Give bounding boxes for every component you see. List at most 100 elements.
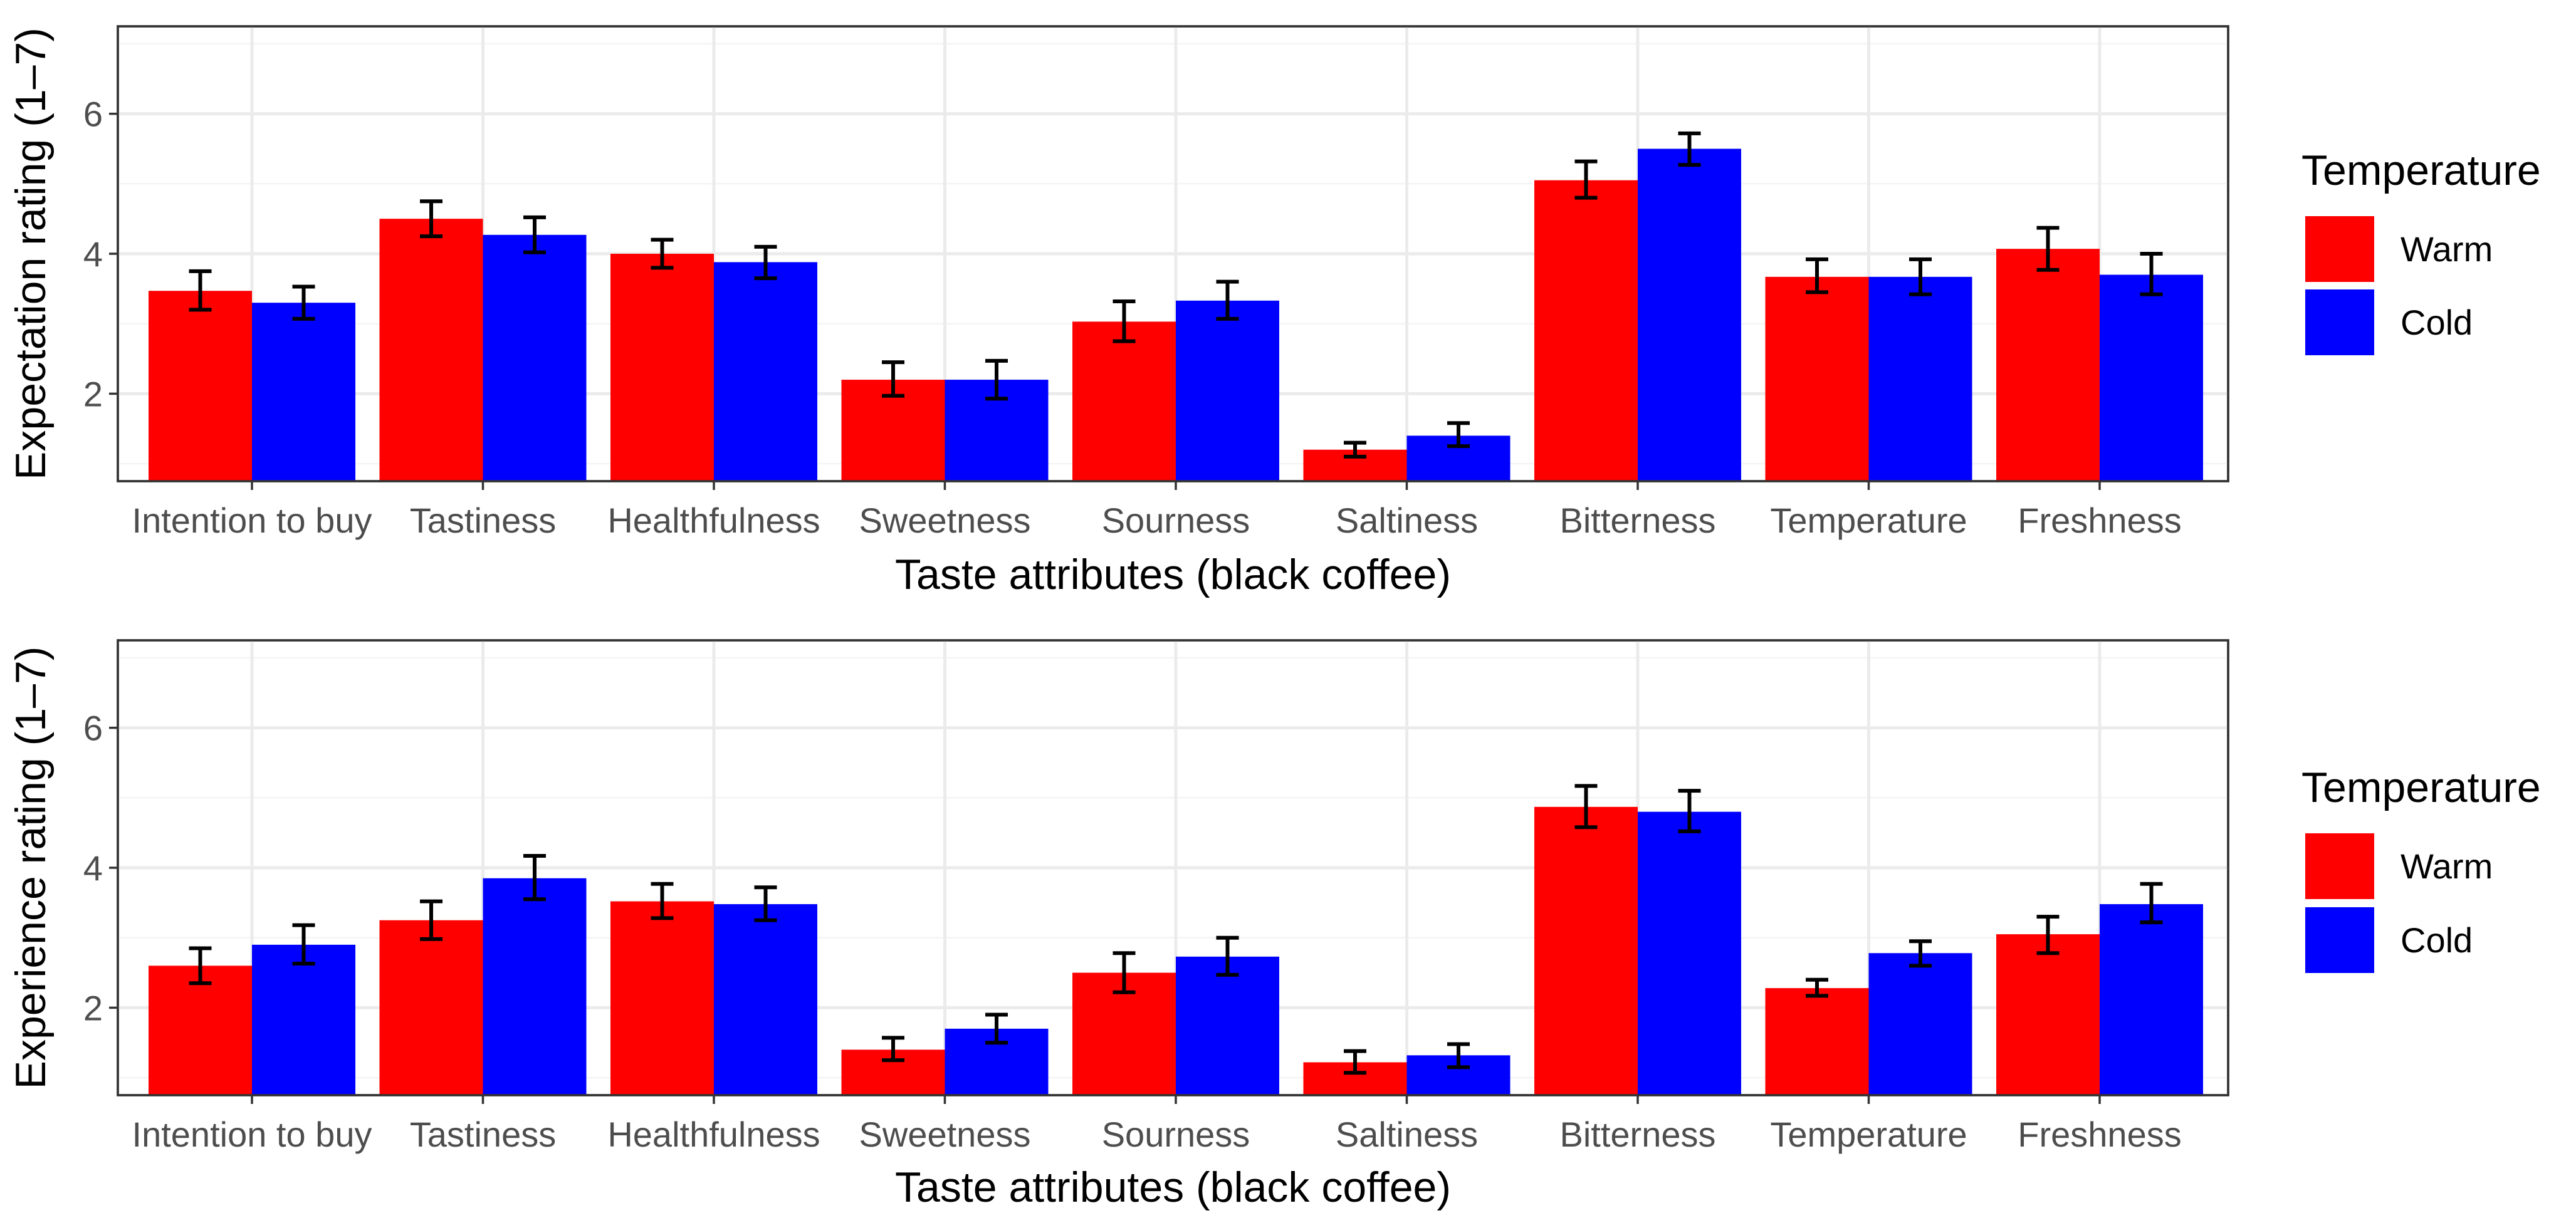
bar-cold — [483, 234, 587, 481]
error-bar-cold — [292, 284, 315, 321]
x-tick-label: Healthfulness — [607, 501, 820, 540]
x-tick-label: Freshness — [2018, 1115, 2181, 1154]
bar-warm — [379, 219, 483, 481]
y-tick-label: 2 — [83, 374, 103, 414]
error-bar-cold — [2140, 882, 2163, 925]
error-bar-warm — [1344, 440, 1366, 459]
bar-cold — [2100, 904, 2203, 1095]
legend: Temperature Warm Cold — [2301, 764, 2541, 973]
y-axis-title: Experience rating (1–7) — [7, 647, 55, 1090]
y-tick-label: 6 — [83, 709, 103, 748]
bar-cold — [714, 904, 817, 1095]
error-bar-cold — [292, 923, 315, 966]
x-tick-label: Intention to buy — [132, 1115, 372, 1154]
error-bar-warm — [2036, 915, 2060, 955]
error-bar-warm — [2036, 226, 2060, 272]
chart-panel-1: 2 4 6 Intention to buy Tastiness Healthfulnes… — [7, 25, 2541, 598]
bar-cold — [1176, 956, 1279, 1095]
error-bar-cold — [1678, 789, 1701, 833]
bar-warm — [610, 254, 714, 481]
bar-cold — [714, 262, 817, 481]
x-tick-label: Temperature — [1770, 501, 1967, 540]
bar-cold — [2100, 274, 2203, 481]
y-tick-label: 2 — [83, 988, 103, 1028]
error-bar-cold — [985, 1012, 1008, 1045]
error-bars — [189, 131, 2163, 459]
error-bar-cold — [985, 358, 1008, 401]
bar-warm — [1072, 321, 1176, 481]
bar-warm — [1534, 180, 1638, 481]
error-bar-warm — [882, 1036, 904, 1063]
bar-cold — [1868, 276, 1972, 481]
legend-label-warm: Warm — [2401, 229, 2493, 269]
bar-warm — [1996, 249, 2100, 481]
error-bar-cold — [1909, 257, 1932, 296]
x-tick-label: Freshness — [2018, 501, 2181, 540]
legend-key-warm — [2305, 216, 2374, 282]
bar-warm — [610, 901, 714, 1095]
error-bar-cold — [754, 885, 777, 922]
chart-panel-2: 2 4 6 Intention to buy Tastiness Healthfulnes… — [7, 639, 2541, 1211]
error-bar-warm — [1806, 977, 1828, 998]
x-tick-label: Bitterness — [1560, 501, 1716, 540]
legend-label-cold: Cold — [2401, 920, 2473, 960]
y-tick-label: 6 — [83, 95, 103, 134]
x-tick-label: Saltiness — [1336, 1115, 1478, 1154]
x-axis-title: Taste attributes (black coffee) — [895, 551, 1451, 598]
error-bar-warm — [1113, 951, 1136, 994]
x-tick-label: Sourness — [1102, 501, 1250, 540]
y-axis-title: Expectation rating (1–7) — [7, 28, 55, 480]
error-bar-warm — [189, 269, 212, 312]
error-bar-warm — [882, 360, 904, 398]
bars — [149, 806, 2203, 1095]
x-tick-label: Healthfulness — [607, 1115, 820, 1154]
x-axis-title: Taste attributes (black coffee) — [895, 1163, 1451, 1211]
x-tick-label: Sweetness — [859, 501, 1031, 540]
error-bar-warm — [420, 199, 442, 239]
error-bar-cold — [1447, 421, 1470, 449]
error-bar-cold — [1216, 935, 1239, 977]
bars — [149, 148, 2203, 481]
bar-warm — [149, 291, 252, 481]
bar-cold — [1176, 300, 1279, 481]
bar-warm — [1534, 806, 1638, 1095]
bar-warm — [149, 965, 252, 1095]
error-bar-warm — [651, 882, 674, 920]
error-bars — [189, 784, 2163, 1075]
legend-title: Temperature — [2301, 147, 2541, 194]
error-bar-cold — [1447, 1042, 1470, 1069]
legend-title: Temperature — [2301, 764, 2541, 811]
legend-key-cold — [2305, 289, 2374, 355]
x-tick-label: Tastiness — [410, 1115, 556, 1154]
legend-label-warm: Warm — [2401, 846, 2493, 886]
legend: Temperature Warm Cold — [2301, 147, 2541, 355]
error-bar-warm — [1574, 784, 1598, 830]
error-bar-warm — [1344, 1049, 1366, 1075]
bar-cold — [1638, 811, 1741, 1095]
x-tick-label: Intention to buy — [132, 501, 372, 540]
error-bar-cold — [523, 854, 546, 902]
error-bar-warm — [651, 237, 674, 270]
bar-cold — [1638, 148, 1741, 481]
bar-cold — [483, 878, 587, 1095]
x-tick-label: Saltiness — [1336, 501, 1478, 540]
bar-warm — [379, 920, 483, 1095]
bar-cold — [1868, 953, 1972, 1095]
legend-label-cold: Cold — [2401, 303, 2473, 342]
x-tick-label: Tastiness — [410, 501, 556, 540]
error-bar-cold — [1678, 131, 1701, 167]
x-tick-label: Bitterness — [1560, 1115, 1716, 1154]
x-tick-label: Sourness — [1102, 1115, 1250, 1154]
y-tick-label: 4 — [83, 848, 103, 888]
bar-warm — [1765, 276, 1869, 481]
bar-warm — [1765, 988, 1869, 1095]
error-bar-cold — [523, 215, 546, 254]
error-bar-cold — [754, 244, 777, 281]
legend-key-warm — [2305, 833, 2374, 899]
legend-key-cold — [2305, 907, 2374, 973]
error-bar-warm — [1806, 257, 1828, 294]
error-bar-warm — [1574, 159, 1598, 200]
bar-cold — [252, 944, 355, 1095]
error-bar-warm — [1113, 299, 1136, 343]
